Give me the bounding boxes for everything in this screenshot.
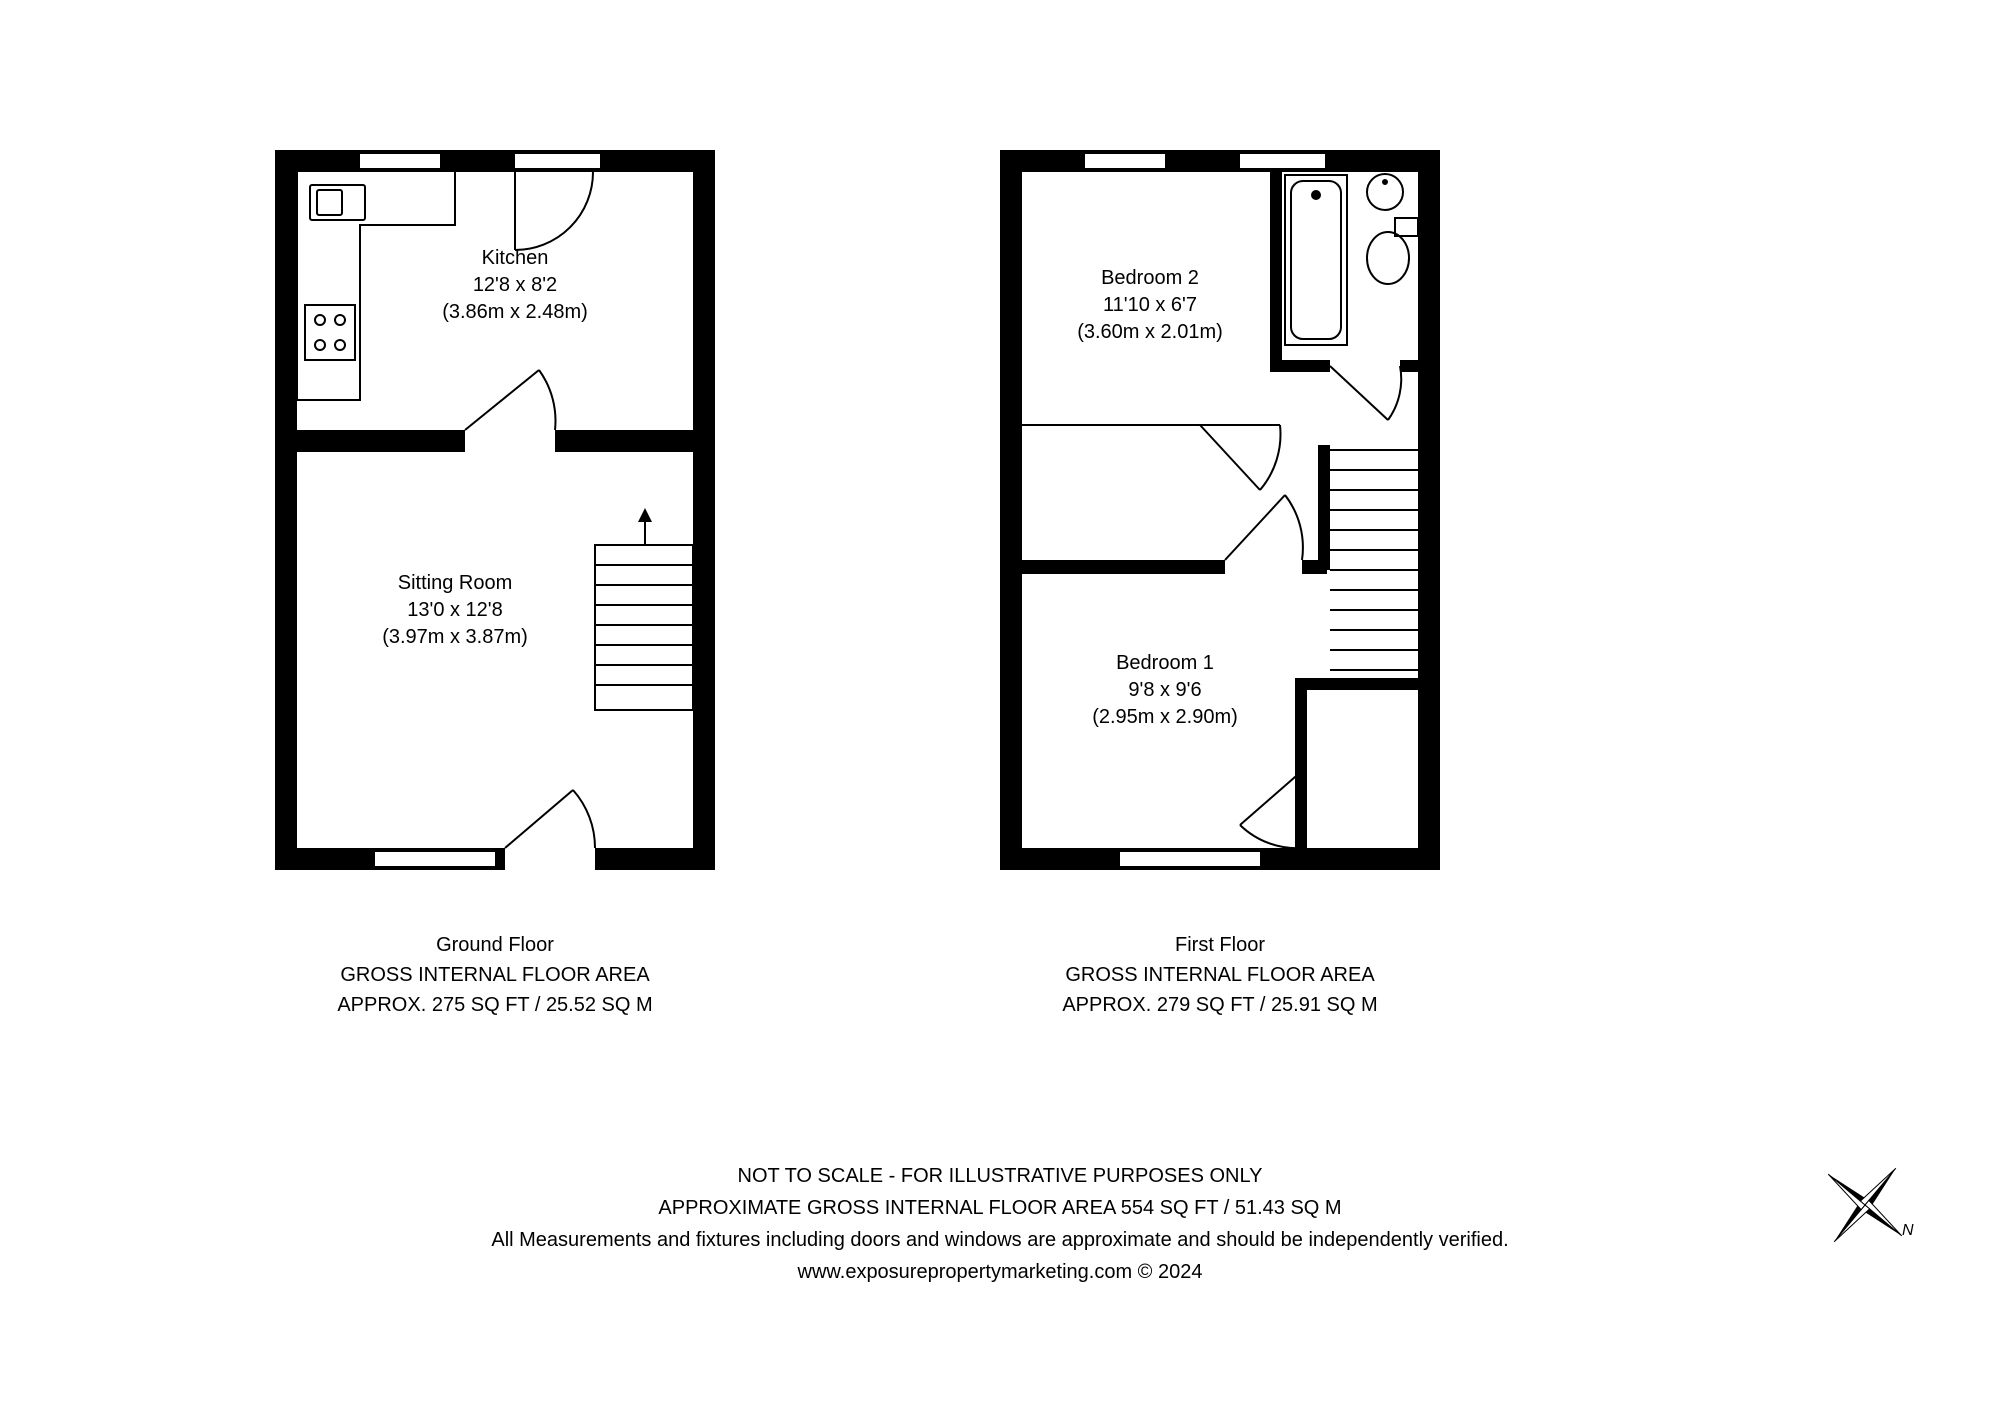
ground-area-value: APPROX. 275 SQ FT / 25.52 SQ M <box>245 990 745 1020</box>
kitchen-name: Kitchen <box>405 245 625 272</box>
footer-line4: www.exposurepropertymarketing.com © 2024 <box>0 1256 2000 1288</box>
footer-block: NOT TO SCALE - FOR ILLUSTRATIVE PURPOSES… <box>0 1160 2000 1288</box>
first-floor-svg <box>1000 150 1440 870</box>
sitting-label: Sitting Room 13'0 x 12'8 (3.97m x 3.87m) <box>335 570 575 651</box>
kitchen-dim-ft: 12'8 x 8'2 <box>405 272 625 299</box>
compass-n-label: N <box>1902 1222 1914 1240</box>
footer-line3: All Measurements and fixtures including … <box>0 1224 2000 1256</box>
footer-line2: APPROXIMATE GROSS INTERNAL FLOOR AREA 55… <box>0 1192 2000 1224</box>
compass: N <box>1810 1150 1920 1260</box>
ground-area-label: GROSS INTERNAL FLOOR AREA <box>245 960 745 990</box>
sitting-dim-m: (3.97m x 3.87m) <box>335 624 575 651</box>
bed1-dim-m: (2.95m x 2.90m) <box>1055 704 1275 731</box>
first-floor-plan: Bedroom 2 11'10 x 6'7 (3.60m x 2.01m) Be… <box>1000 150 1440 870</box>
first-title: First Floor <box>970 930 1470 960</box>
ground-caption: Ground Floor GROSS INTERNAL FLOOR AREA A… <box>245 930 745 1020</box>
ground-floor-plan: Kitchen 12'8 x 8'2 (3.86m x 2.48m) Sitti… <box>275 150 715 870</box>
bed1-dim-ft: 9'8 x 9'6 <box>1055 677 1275 704</box>
compass-svg <box>1810 1150 1920 1260</box>
sitting-name: Sitting Room <box>335 570 575 597</box>
footer-line1: NOT TO SCALE - FOR ILLUSTRATIVE PURPOSES… <box>0 1160 2000 1192</box>
bed2-dim-ft: 11'10 x 6'7 <box>1040 292 1260 319</box>
first-caption: First Floor GROSS INTERNAL FLOOR AREA AP… <box>970 930 1470 1020</box>
first-area-value: APPROX. 279 SQ FT / 25.91 SQ M <box>970 990 1470 1020</box>
bed1-name: Bedroom 1 <box>1055 650 1275 677</box>
bed2-label: Bedroom 2 11'10 x 6'7 (3.60m x 2.01m) <box>1040 265 1260 346</box>
kitchen-label: Kitchen 12'8 x 8'2 (3.86m x 2.48m) <box>405 245 625 326</box>
bed1-label: Bedroom 1 9'8 x 9'6 (2.95m x 2.90m) <box>1055 650 1275 731</box>
ground-title: Ground Floor <box>245 930 745 960</box>
kitchen-dim-m: (3.86m x 2.48m) <box>405 299 625 326</box>
bed2-dim-m: (3.60m x 2.01m) <box>1040 319 1260 346</box>
first-area-label: GROSS INTERNAL FLOOR AREA <box>970 960 1470 990</box>
bed2-name: Bedroom 2 <box>1040 265 1260 292</box>
sitting-dim-ft: 13'0 x 12'8 <box>335 597 575 624</box>
